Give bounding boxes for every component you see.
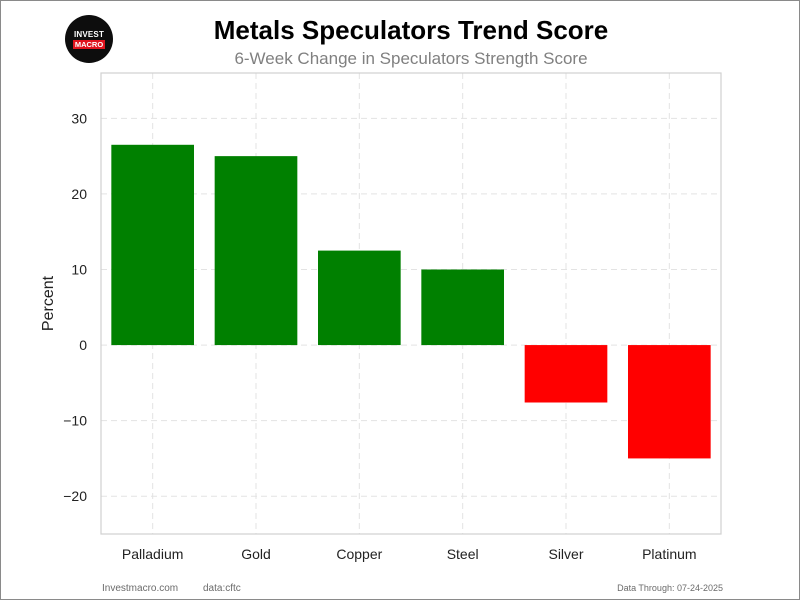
bar-copper [318, 250, 401, 346]
bar-steel [421, 269, 504, 346]
y-tick-label: 30 [71, 110, 87, 126]
chart-title: Metals Speculators Trend Score [214, 15, 608, 45]
footer-data-date: Data Through: 07-24-2025 [617, 583, 723, 593]
x-tick-label: Platinum [642, 546, 696, 562]
y-tick-label: 10 [71, 261, 87, 277]
footer-source: Investmacro.com [102, 583, 179, 594]
logo-text-invest: INVEST [73, 29, 105, 39]
y-tick-label: 0 [79, 337, 87, 353]
x-tick-label: Steel [447, 546, 479, 562]
footer-data-source: data:cftc [203, 583, 241, 594]
x-tick-label: Silver [548, 546, 583, 562]
y-tick-label: −10 [63, 413, 87, 429]
bar-silver [524, 345, 608, 403]
plot-area-border [100, 72, 722, 535]
y-tick-labels: −20 −10 0 10 20 30 [63, 110, 87, 504]
bar-gold [214, 156, 298, 346]
bars [111, 144, 711, 459]
investmacro-logo: INVEST MACRO [65, 15, 113, 63]
x-tick-labels: Palladium Gold Copper Steel Silver Platinum [122, 546, 697, 562]
y-tick-label: 20 [71, 186, 87, 202]
chart-subtitle: 6-Week Change in Speculators Strength Sc… [234, 49, 587, 68]
x-tick-label: Gold [241, 546, 271, 562]
y-axis-label: Percent [40, 275, 57, 331]
x-tick-label: Palladium [122, 546, 183, 562]
logo-text-macro: MACRO [72, 39, 106, 49]
y-tick-label: −20 [63, 488, 87, 504]
bar-palladium [111, 144, 194, 346]
bar-platinum [628, 345, 711, 459]
x-tick-label: Copper [336, 546, 382, 562]
